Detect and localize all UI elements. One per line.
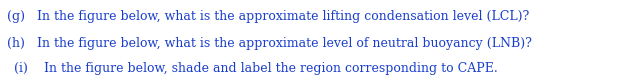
Text: (g): (g) [7,10,25,23]
Text: In the figure below, shade and label the region corresponding to CAPE.: In the figure below, shade and label the… [36,62,498,75]
Text: In the figure below, what is the approximate lifting condensation level (LCL)?: In the figure below, what is the approxi… [29,10,529,23]
Text: (h): (h) [7,37,25,50]
Text: (i): (i) [14,62,28,75]
Text: In the figure below, what is the approximate level of neutral buoyancy (LNB)?: In the figure below, what is the approxi… [29,37,532,50]
